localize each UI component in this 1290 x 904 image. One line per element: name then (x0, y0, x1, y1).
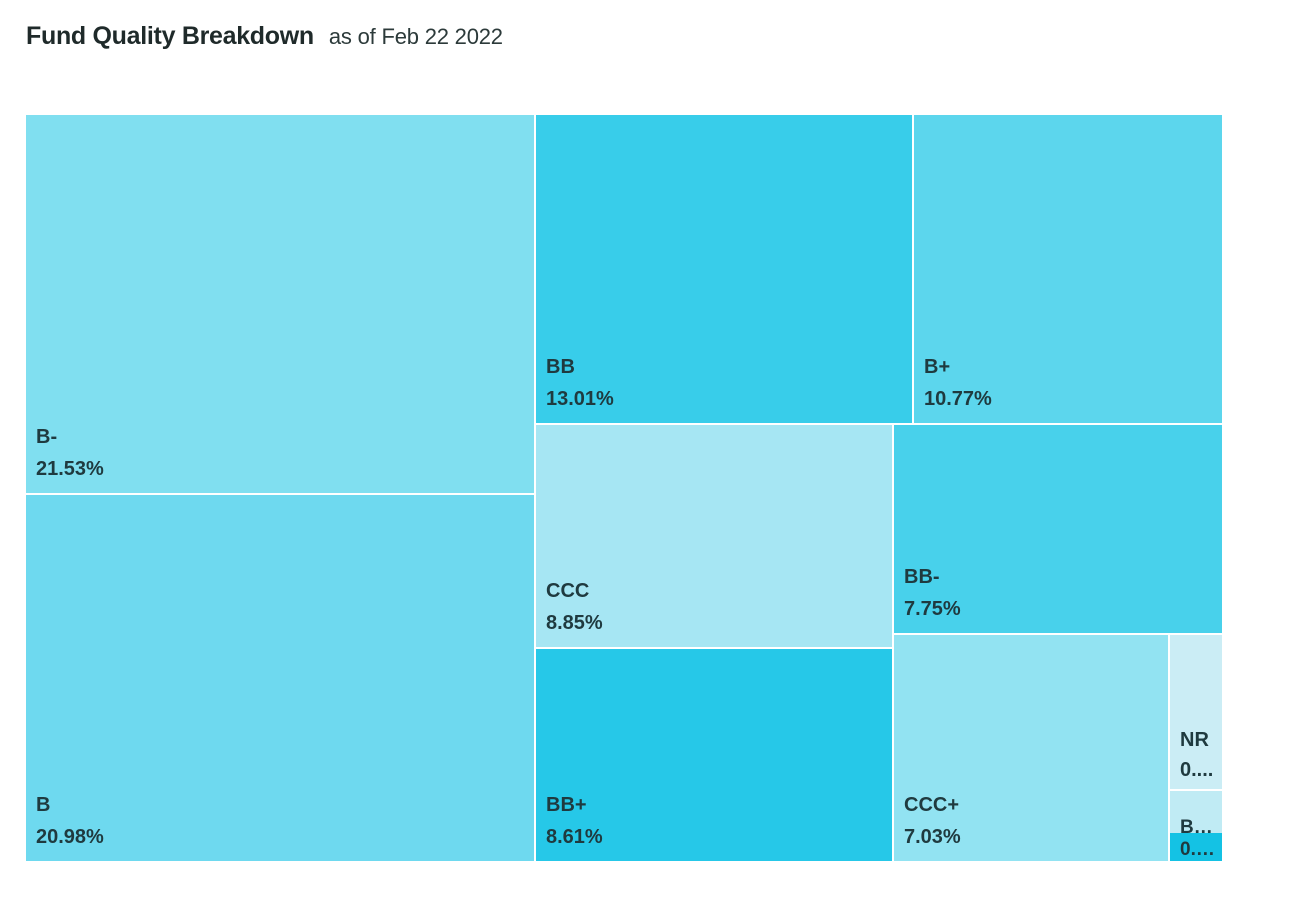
treemap-value-label: 0.... (1180, 759, 1214, 781)
treemap-tile-ccc-plus[interactable]: CCC+ 7.03% (894, 635, 1170, 863)
treemap-tile-label: B- 21.53% (36, 421, 532, 485)
treemap-tile-nr[interactable]: NR 0.... (1170, 635, 1224, 791)
treemap-tile-label: CCC 8.85% (546, 575, 890, 639)
treemap-tile-ccc[interactable]: CCC 8.85% (536, 425, 894, 649)
treemap-tile-b-plus[interactable]: B+ 10.77% (914, 115, 1224, 425)
chart-title: Fund Quality Breakdown (26, 22, 314, 50)
treemap-value-label: 7.03% (904, 826, 961, 848)
treemap-category-label: B- (36, 426, 58, 448)
treemap-tile-label: B 20.98% (36, 789, 532, 853)
treemap-value-label: 10.77% (924, 388, 992, 410)
treemap-tile-label: CCC+ 7.03% (904, 789, 1166, 853)
treemap-tile-value-band (1170, 833, 1222, 861)
treemap-tile-label: NR 0.... (1180, 725, 1220, 785)
treemap-tile-b[interactable]: B 20.98% (26, 495, 536, 863)
treemap-tile-bb[interactable]: BB 13.01% (536, 115, 914, 425)
chart-date-subtitle: as of Feb 22 2022 (328, 24, 503, 49)
treemap-value-label: 0.1... (1180, 839, 1220, 860)
treemap-tile-label: BB 13.01% (546, 351, 910, 415)
treemap-value-label: 8.85% (546, 612, 603, 634)
treemap-value-label: 20.98% (36, 826, 104, 848)
treemap-value-label: 21.53% (36, 458, 104, 480)
treemap-tile-label: BB+ 8.61% (546, 789, 890, 853)
treemap-category-label: B+ (924, 356, 951, 378)
treemap-tile-bb-plus[interactable]: BB+ 8.61% (536, 649, 894, 863)
treemap-value-label: 8.61% (546, 826, 603, 848)
quality-treemap: B- 21.53% B 20.98% BB 13.01% B+ 10.77% CCC 8.85% B… (26, 115, 1224, 863)
treemap-category-label: BB... (1180, 817, 1220, 838)
treemap-value-label: 13.01% (546, 388, 614, 410)
treemap-category-label: BB- (904, 566, 940, 588)
treemap-tile-label: BB- 7.75% (904, 561, 1220, 625)
treemap-category-label: CCC+ (904, 794, 960, 816)
treemap-category-label: NR (1180, 729, 1209, 751)
chart-header: Fund Quality Breakdown as of Feb 22 2022 (26, 22, 503, 51)
treemap-tile-label: B+ 10.77% (924, 351, 1220, 415)
treemap-tile-label: BB... 0.1... (1180, 817, 1220, 861)
treemap-category-label: BB (546, 356, 575, 378)
treemap-tile-bb-minus[interactable]: BB- 7.75% (894, 425, 1224, 635)
treemap-category-label: CCC (546, 580, 590, 602)
treemap-tile-b-minus[interactable]: B- 21.53% (26, 115, 536, 495)
treemap-value-label: 7.75% (904, 598, 961, 620)
treemap-category-label: BB+ (546, 794, 587, 816)
treemap-tile-bb[interactable]: BB... 0.1... (1170, 791, 1224, 863)
treemap-category-label: B (36, 794, 51, 816)
